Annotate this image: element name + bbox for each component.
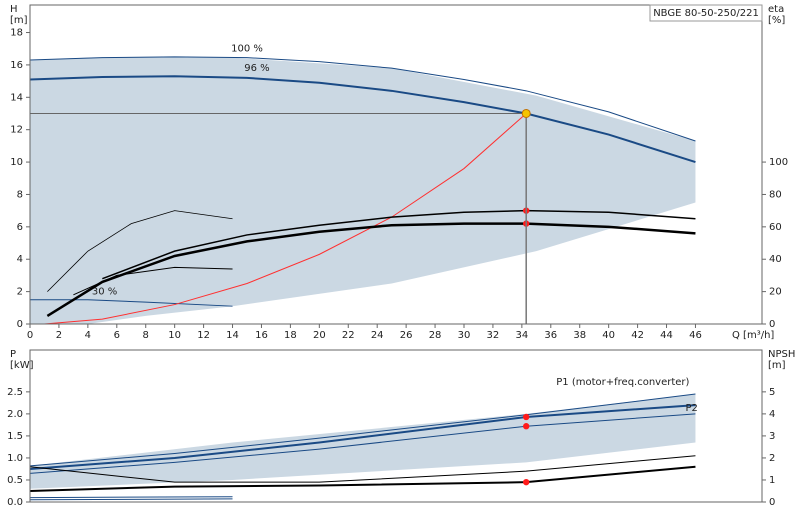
x-tick-label: 26 (400, 330, 413, 341)
curve-label: P1 (motor+freq.converter) (556, 377, 689, 388)
x-tick-label: 40 (602, 330, 615, 341)
operating-point (521, 108, 531, 118)
y-axis-label: H (10, 4, 18, 15)
curve (29, 496, 233, 499)
y2-tick-label: 0 (769, 497, 775, 508)
y2-axis-label: eta (768, 4, 784, 15)
curve (47, 210, 233, 292)
y-tick-label: 0.5 (7, 475, 23, 486)
x-tick-label: 44 (660, 330, 673, 341)
panel: P1 (motor+freq.converter)P20.00.51.01.52… (7, 349, 795, 508)
y-axis-label: P (10, 349, 16, 360)
curve (29, 455, 696, 483)
panel: 100 %96 %30 %0 2 4 6 8 10 12 14 16 18 20 22 24 26 28 30… (10, 4, 788, 341)
x-tick-label: 14 (226, 330, 239, 341)
x-tick-label: 36 (544, 330, 557, 341)
duty-point (522, 423, 530, 430)
x-axis-label: Q [m³/h] (732, 330, 774, 341)
operating-range (30, 394, 696, 489)
curve (30, 299, 233, 307)
curve (46, 222, 696, 317)
chart-title: NBGE 80-50-250/221 (653, 8, 759, 19)
plot-frame (29, 4, 763, 325)
x-tick-label: 28 (429, 330, 442, 341)
y2-tick-label: 100 (769, 157, 788, 168)
y-tick-label: 0 (17, 319, 23, 330)
y2-tick-label: 3 (769, 431, 775, 442)
curve (29, 498, 233, 501)
x-tick-label: 0 (27, 330, 33, 341)
y-axis-label: [m] (10, 15, 28, 26)
plot-frame (29, 349, 763, 503)
x-tick-label: 38 (573, 330, 586, 341)
x-tick-label: 34 (515, 330, 528, 341)
curve (29, 404, 696, 470)
y2-tick-label: 2 (769, 453, 775, 464)
y-tick-label: 2.5 (7, 387, 23, 398)
y2-tick-label: 40 (769, 254, 782, 265)
y2-tick-label: 80 (769, 189, 782, 200)
y-tick-label: 0.0 (7, 497, 23, 508)
curve (29, 393, 696, 467)
y-tick-label: 14 (10, 92, 23, 103)
y2-tick-label: 5 (769, 387, 775, 398)
y2-tick-label: 4 (769, 409, 775, 420)
duty-point (522, 478, 530, 486)
x-tick-label: 8 (143, 330, 149, 341)
x-tick-label: 2 (56, 330, 62, 341)
x-tick-label: 12 (197, 330, 210, 341)
x-tick-label: 22 (342, 330, 355, 341)
y2-axis-label: [%] (768, 15, 785, 26)
y-tick-label: 18 (10, 28, 23, 39)
curve-label: 96 % (244, 63, 269, 74)
y-tick-label: 12 (10, 125, 23, 136)
x-tick-label: 20 (313, 330, 326, 341)
y2-axis-label: NPSH (768, 349, 795, 360)
y-tick-label: 16 (10, 60, 23, 71)
curve-label: P2 (685, 403, 697, 414)
curve (73, 266, 233, 296)
curve (102, 209, 696, 280)
curve (29, 56, 696, 142)
y2-tick-label: 60 (769, 222, 782, 233)
x-tick-label: 6 (114, 330, 120, 341)
curve-label: 30 % (92, 287, 117, 298)
curve (29, 75, 696, 164)
curve (29, 465, 696, 492)
y-tick-label: 10 (10, 157, 23, 168)
x-tick-label: 24 (371, 330, 384, 341)
y2-tick-label: 1 (769, 475, 775, 486)
title-box (649, 4, 763, 22)
y2-tick-label: 20 (769, 287, 782, 298)
y2-tick-label: 0 (769, 319, 775, 330)
x-tick-label: 42 (631, 330, 644, 341)
x-tick-label: 46 (689, 330, 702, 341)
curve (29, 413, 696, 474)
y-tick-label: 4 (17, 254, 23, 265)
curve (44, 113, 527, 325)
x-tick-label: 16 (255, 330, 268, 341)
y-tick-label: 2.0 (7, 409, 23, 420)
x-tick-label: 32 (487, 330, 500, 341)
y-tick-label: 6 (17, 222, 23, 233)
y-tick-label: 1.0 (7, 453, 23, 464)
y-axis-label: [kW] (10, 360, 34, 371)
y-tick-label: 8 (17, 189, 23, 200)
operating-range (30, 56, 696, 324)
x-tick-label: 18 (284, 330, 297, 341)
y-tick-label: 2 (17, 287, 23, 298)
x-tick-label: 10 (168, 330, 181, 341)
y-tick-label: 1.5 (7, 431, 23, 442)
x-tick-label: 4 (85, 330, 91, 341)
x-tick-label: 30 (458, 330, 471, 341)
duty-point (522, 413, 530, 421)
curve-label: 100 % (231, 44, 263, 55)
y2-axis-label: [m] (768, 360, 786, 371)
